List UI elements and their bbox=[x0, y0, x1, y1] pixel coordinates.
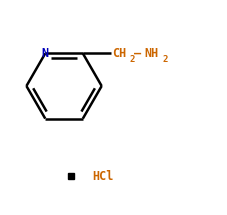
Text: —: — bbox=[134, 47, 141, 60]
Text: NH: NH bbox=[145, 47, 159, 60]
Text: HCl: HCl bbox=[92, 170, 113, 183]
Text: 2: 2 bbox=[162, 55, 168, 64]
Text: N: N bbox=[42, 47, 49, 60]
Text: 2: 2 bbox=[130, 55, 135, 64]
Text: CH: CH bbox=[112, 47, 126, 60]
